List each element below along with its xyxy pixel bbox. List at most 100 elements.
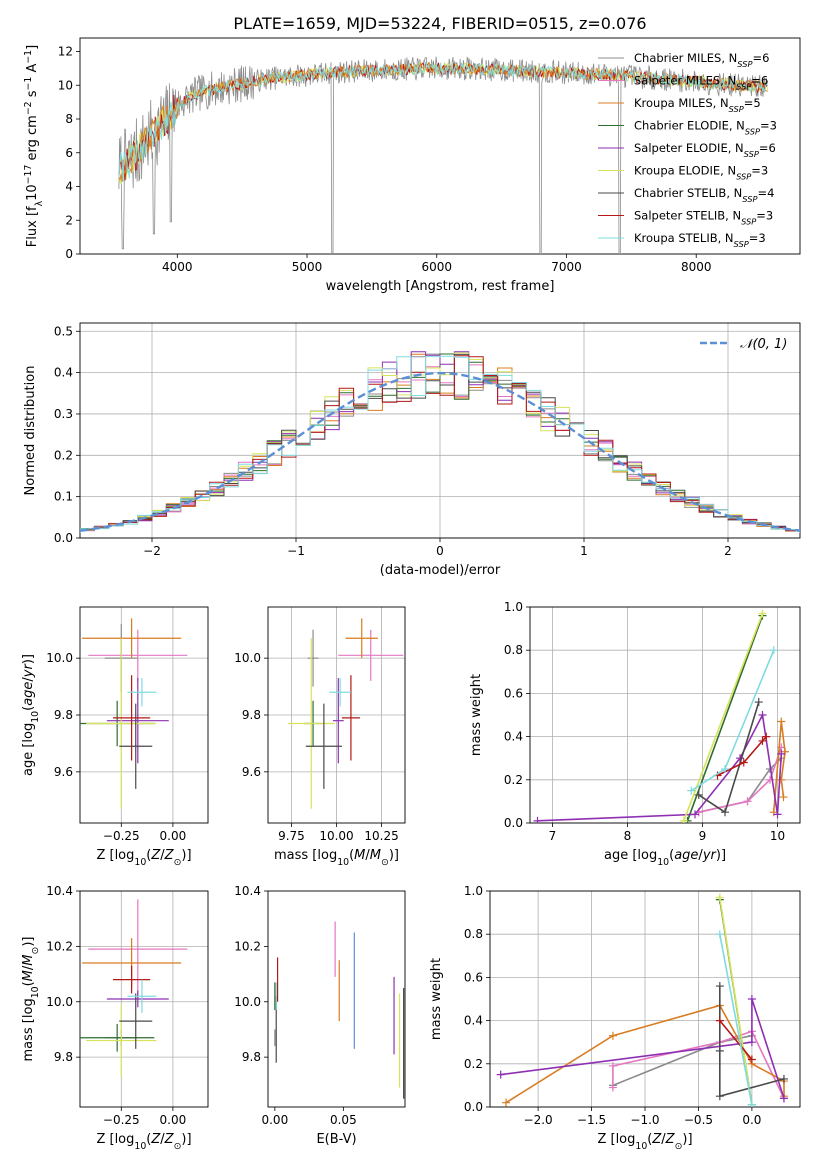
legend-label: Salpeter MILES, NSSP=6 xyxy=(634,74,768,92)
x-tick-label: 9.75 xyxy=(278,829,305,843)
model-spectrum-line xyxy=(118,62,769,183)
errorbar-area xyxy=(274,921,405,1099)
y-tick-label: 0.0 xyxy=(504,816,523,830)
y-tick-label: 0.2 xyxy=(464,1057,483,1071)
y-axis-label: age [log10(age/yr)] xyxy=(21,654,41,776)
weight-point-marker xyxy=(781,747,789,756)
weight-lines xyxy=(496,893,788,1107)
x-axis-label: wavelength [Angstrom, rest frame] xyxy=(326,279,555,294)
y-tick-label: 9.6 xyxy=(242,765,261,779)
y-tick-label: 0.8 xyxy=(504,643,523,657)
y-tick-label: 6 xyxy=(65,146,73,160)
model-spectrum-line xyxy=(118,61,768,182)
normal-curve-line xyxy=(80,371,800,532)
weight-point-marker xyxy=(715,893,724,902)
weight-point-marker xyxy=(715,1016,724,1025)
y-tick-label: 10.0 xyxy=(46,995,73,1009)
y-tick-label: 10.2 xyxy=(46,939,73,953)
y-tick-label: 0.4 xyxy=(464,1014,483,1028)
y-tick-label: 0 xyxy=(65,247,73,261)
x-tick-label: 10.00 xyxy=(319,829,353,843)
y-tick-label: 9.8 xyxy=(242,1050,261,1064)
y-tick-label: 0.6 xyxy=(464,970,483,984)
x-tick-label: 8000 xyxy=(681,260,712,274)
weight-point-marker xyxy=(762,732,771,741)
x-axis-label: Z [log10(Z/Z⊙)] xyxy=(597,1132,692,1152)
x-tick-label: 4000 xyxy=(162,260,193,274)
weight-point-marker xyxy=(496,1070,505,1079)
x-axis-label: Z [log10(Z/Z⊙)] xyxy=(96,848,191,868)
weight-point-marker xyxy=(779,1074,788,1083)
spectrum-legend: Chabrier MILES, NSSP=6 Salpeter MILES, NS… xyxy=(598,51,777,249)
legend-label: Chabrier ELODIE, NSSP=3 xyxy=(634,119,777,137)
weight-point-marker xyxy=(715,982,724,991)
y-tick-label: 1.0 xyxy=(504,600,523,614)
weight-point-marker xyxy=(721,808,729,817)
weight-point-marker xyxy=(777,717,786,726)
y-tick-label: 0.3 xyxy=(54,407,73,421)
y-tick-label: 0.2 xyxy=(54,448,73,462)
axes-frame xyxy=(79,322,801,539)
weight-series-line xyxy=(537,712,783,822)
weight-series-line xyxy=(698,757,782,813)
y-tick-label: 12 xyxy=(58,45,73,59)
weight-point-marker xyxy=(721,765,729,773)
axes-frame xyxy=(267,606,406,824)
axes-frame xyxy=(79,890,209,1108)
weight-point-marker xyxy=(758,711,767,719)
age-vs-metallicity-panel: −0.25 0.00 9.6 9.8 10.0 Z [log10(Z/Z⊙)] age [l… xyxy=(21,606,209,868)
x-tick-label: −0.25 xyxy=(103,829,140,843)
x-tick-label: 0.00 xyxy=(261,1113,288,1127)
x-tick-label: 0.0 xyxy=(742,1113,761,1127)
weight-point-marker xyxy=(747,995,756,1003)
normal-legend-label: 𝒩(0, 1) xyxy=(740,337,787,352)
x-tick-label: −1.5 xyxy=(577,1113,606,1127)
x-tick-label: 0 xyxy=(436,544,444,558)
weight-point-marker xyxy=(758,736,767,745)
x-tick-label: 2 xyxy=(724,544,732,558)
axes-frame xyxy=(79,37,801,255)
weight-point-marker xyxy=(779,793,788,802)
weight-point-marker xyxy=(502,1098,511,1107)
legend-label: Kroupa MILES, NSSP=5 xyxy=(634,96,761,114)
y-tick-label: 0.0 xyxy=(54,531,73,545)
legend-label: Kroupa STELIB, NSSP=3 xyxy=(634,231,766,249)
x-tick-label: 7000 xyxy=(551,260,582,274)
y-tick-label: 0.2 xyxy=(504,773,523,787)
y-tick-label: 9.6 xyxy=(54,765,73,779)
age-vs-mass-panel: 9.75 10.00 10.25 9.6 9.8 10.0 mass [log10(M/M⊙… xyxy=(234,606,406,868)
mass-vs-ebv-panel: 0.00 0.05 9.8 10.0 10.2 10.4 E(B-V) xyxy=(234,884,406,1147)
x-tick-label: 10.25 xyxy=(364,829,398,843)
x-axis-label: age [log10(age/yr)] xyxy=(604,848,726,868)
weight-point-marker xyxy=(773,810,782,819)
y-tick-label: 9.8 xyxy=(54,708,73,722)
y-axis-label: Flux [fλ10−17 erg cm−2 s−1 A−1] xyxy=(23,45,45,247)
legend-label: Chabrier MILES, NSSP=6 xyxy=(634,51,769,69)
y-tick-label: 9.8 xyxy=(54,1050,73,1064)
axes-frame xyxy=(529,606,801,824)
x-tick-label: −2.0 xyxy=(524,1113,553,1127)
y-tick-label: 0.4 xyxy=(54,366,73,380)
y-axis-label: mass weight xyxy=(429,958,444,1040)
weight-point-marker xyxy=(747,1055,756,1064)
x-tick-label: 5000 xyxy=(292,260,323,274)
y-tick-label: 10.0 xyxy=(234,651,261,665)
weight-point-marker xyxy=(777,749,786,758)
y-tick-label: 10.0 xyxy=(234,995,261,1009)
weight-point-marker xyxy=(687,786,696,795)
x-tick-label: 7 xyxy=(549,829,557,843)
y-axis-label: mass weight xyxy=(469,674,484,756)
x-axis-label: Z [log10(Z/Z⊙)] xyxy=(96,1132,191,1152)
weight-lines xyxy=(533,609,789,823)
y-tick-label: 10.4 xyxy=(46,884,73,898)
y-tick-label: 0.6 xyxy=(504,686,523,700)
x-tick-label: −0.5 xyxy=(684,1113,713,1127)
x-tick-label: −2 xyxy=(143,544,161,558)
weight-point-marker xyxy=(691,810,699,819)
y-tick-label: 10.0 xyxy=(46,651,73,665)
y-tick-label: 1.0 xyxy=(464,884,483,898)
weight-point-marker xyxy=(608,1061,617,1070)
x-tick-label: 0.05 xyxy=(330,1113,357,1127)
histogram-step xyxy=(80,355,800,533)
errorbar-area xyxy=(80,899,188,1077)
